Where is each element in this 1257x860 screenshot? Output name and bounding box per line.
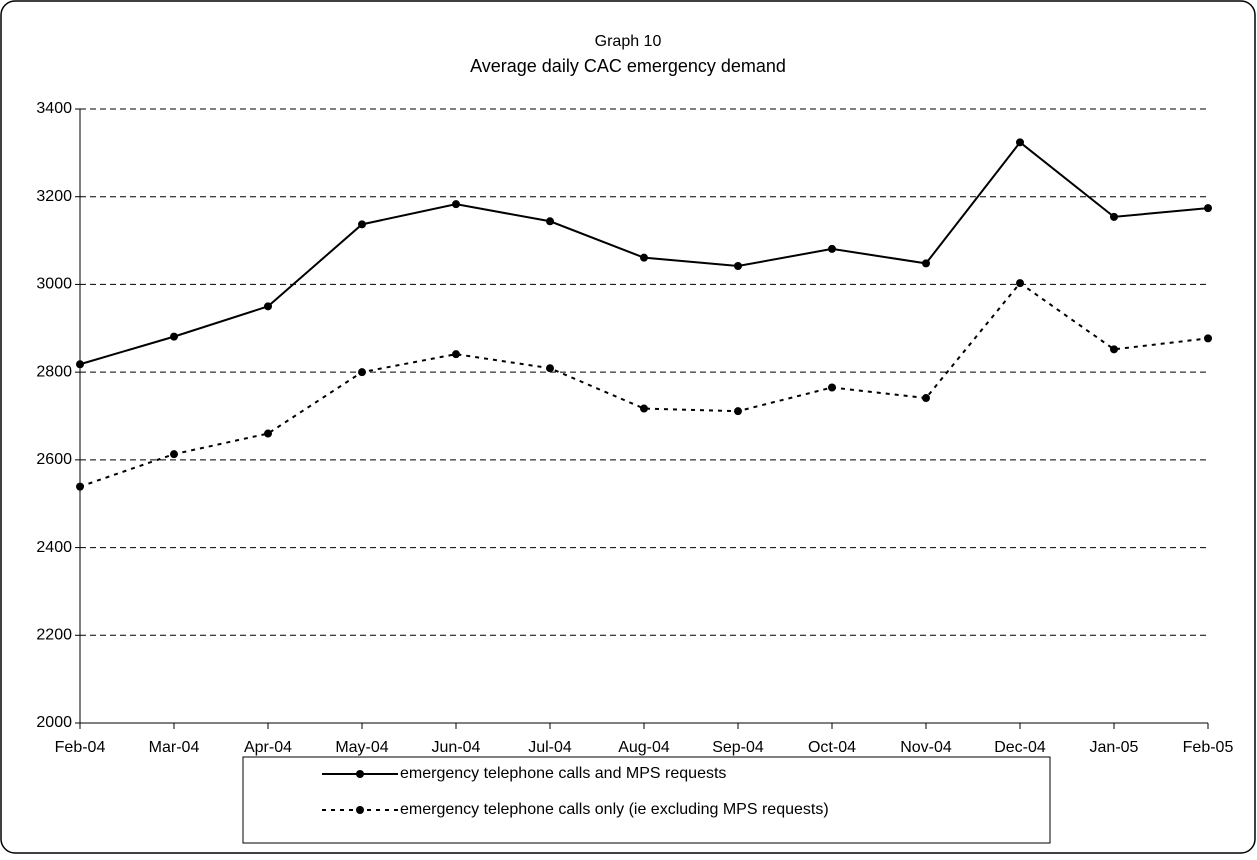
data-point (1016, 279, 1024, 288)
data-point (170, 332, 178, 341)
data-point (170, 450, 178, 459)
y-tick-label: 2400 (36, 539, 72, 556)
x-tick-label: Dec-04 (994, 739, 1046, 756)
data-point (734, 262, 742, 271)
x-tick-label: Aug-04 (618, 739, 670, 756)
y-tick-label: 2600 (36, 451, 72, 468)
x-tick-label: Sep-04 (712, 739, 764, 756)
y-tick-label: 3400 (36, 100, 72, 117)
y-tick-label: 3000 (36, 276, 72, 293)
data-point (76, 360, 84, 369)
x-tick-label: Feb-04 (55, 739, 106, 756)
x-tick-label: Nov-04 (900, 739, 952, 756)
x-tick-label: Apr-04 (244, 739, 292, 756)
legend-marker (356, 806, 364, 814)
data-point (734, 407, 742, 416)
legend-box (242, 756, 1051, 844)
x-tick-label: Jan-05 (1090, 739, 1139, 756)
x-tick-label: Jul-04 (528, 739, 572, 756)
data-point (922, 259, 930, 268)
data-point (358, 368, 366, 377)
y-tick-label: 2000 (36, 714, 72, 731)
data-point (640, 253, 648, 262)
x-tick-label: May-04 (335, 739, 388, 756)
data-point (640, 404, 648, 413)
legend-label: emergency telephone calls only (ie exclu… (400, 801, 829, 818)
data-point (1016, 138, 1024, 147)
data-point (1110, 212, 1118, 221)
data-point (828, 383, 836, 392)
x-tick-label: Mar-04 (149, 739, 200, 756)
y-tick-label: 3200 (36, 188, 72, 205)
y-tick-label: 2200 (36, 627, 72, 644)
x-tick-label: Feb-05 (1183, 739, 1234, 756)
data-point (1204, 334, 1212, 343)
y-tick-label: 2800 (36, 363, 72, 380)
data-point (264, 429, 272, 438)
data-point (1110, 345, 1118, 354)
legend-marker (356, 770, 364, 778)
x-tick-label: Oct-04 (808, 739, 856, 756)
data-point (264, 302, 272, 311)
data-point (452, 350, 460, 359)
x-tick-label: Jun-04 (432, 739, 481, 756)
data-point (922, 394, 930, 403)
data-point (1204, 204, 1212, 213)
data-point (546, 217, 554, 226)
data-point (546, 364, 554, 373)
legend-label: emergency telephone calls and MPS reques… (400, 765, 726, 782)
data-point (828, 244, 836, 253)
data-point (76, 482, 84, 491)
data-point (452, 200, 460, 209)
data-point (358, 220, 366, 229)
chart-subtitle: Average daily CAC emergency demand (470, 56, 786, 76)
chart-title: Graph 10 (595, 33, 662, 50)
